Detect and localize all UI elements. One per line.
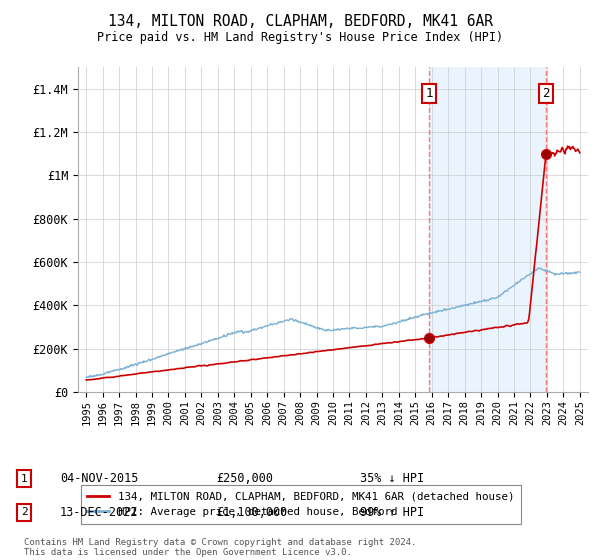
Text: £1,100,000: £1,100,000 [216,506,287,519]
Text: 1: 1 [20,474,28,484]
Text: 2: 2 [20,507,28,517]
Text: 13-DEC-2022: 13-DEC-2022 [60,506,139,519]
Text: £250,000: £250,000 [216,472,273,486]
Text: Price paid vs. HM Land Registry's House Price Index (HPI): Price paid vs. HM Land Registry's House … [97,31,503,44]
Text: 134, MILTON ROAD, CLAPHAM, BEDFORD, MK41 6AR: 134, MILTON ROAD, CLAPHAM, BEDFORD, MK41… [107,14,493,29]
Bar [429,67,546,392]
Text: Contains HM Land Registry data © Crown copyright and database right 2024.
This d: Contains HM Land Registry data © Crown c… [24,538,416,557]
Text: 1: 1 [425,87,433,100]
Text: 99% ↑ HPI: 99% ↑ HPI [360,506,424,519]
Legend: 134, MILTON ROAD, CLAPHAM, BEDFORD, MK41 6AR (detached house), HPI: Average pric: 134, MILTON ROAD, CLAPHAM, BEDFORD, MK41… [81,485,521,524]
Text: 35% ↓ HPI: 35% ↓ HPI [360,472,424,486]
Text: 2: 2 [542,87,550,100]
Text: 04-NOV-2015: 04-NOV-2015 [60,472,139,486]
